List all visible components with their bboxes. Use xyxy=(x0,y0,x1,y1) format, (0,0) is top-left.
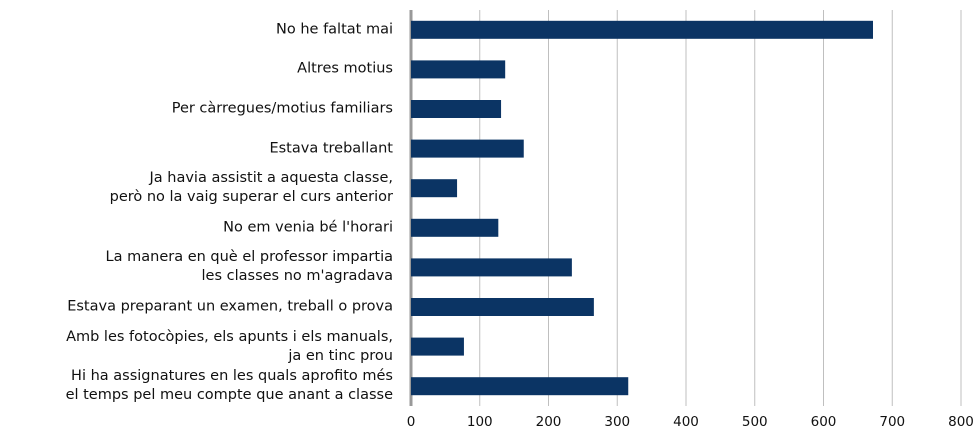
y-tick-label: Ja havia assistit a aquesta classe, però… xyxy=(109,170,393,206)
y-tick-label: Estava preparant un examen, treball o pr… xyxy=(67,298,393,315)
x-tick-label: 100 xyxy=(466,414,493,430)
x-tick-label: 800 xyxy=(948,414,974,430)
x-tick-label: 300 xyxy=(604,414,631,430)
x-tick-label: 400 xyxy=(673,414,699,430)
y-tick-label: Amb les fotocòpies, els apunts i els man… xyxy=(66,328,393,364)
x-tick-label: 0 xyxy=(406,414,416,430)
bar xyxy=(411,60,506,79)
y-tick-label: No em venia bé l'horari xyxy=(223,219,393,236)
x-tick-label: 500 xyxy=(741,414,768,430)
x-tick-label: 700 xyxy=(879,414,906,430)
bar xyxy=(411,218,499,237)
bar xyxy=(411,20,873,39)
bar xyxy=(411,298,594,316)
y-tick-label: La manera en què el professor impartia l… xyxy=(105,249,393,285)
y-tick-label: Estava treballant xyxy=(269,140,393,157)
y-tick-label: Per càrregues/motius familiars xyxy=(171,100,393,117)
bar xyxy=(411,100,502,118)
bar xyxy=(411,258,572,277)
bar xyxy=(411,337,464,356)
y-tick-label: Altres motius xyxy=(297,60,393,77)
bar xyxy=(411,179,458,198)
x-tick-label: 200 xyxy=(535,414,562,430)
bar xyxy=(411,377,629,396)
bar xyxy=(411,139,524,158)
y-tick-label: Hi ha assignatures en les quals aprofito… xyxy=(65,368,393,404)
x-tick-label: 600 xyxy=(810,414,837,430)
y-tick-label: No he faltat mai xyxy=(276,21,393,38)
